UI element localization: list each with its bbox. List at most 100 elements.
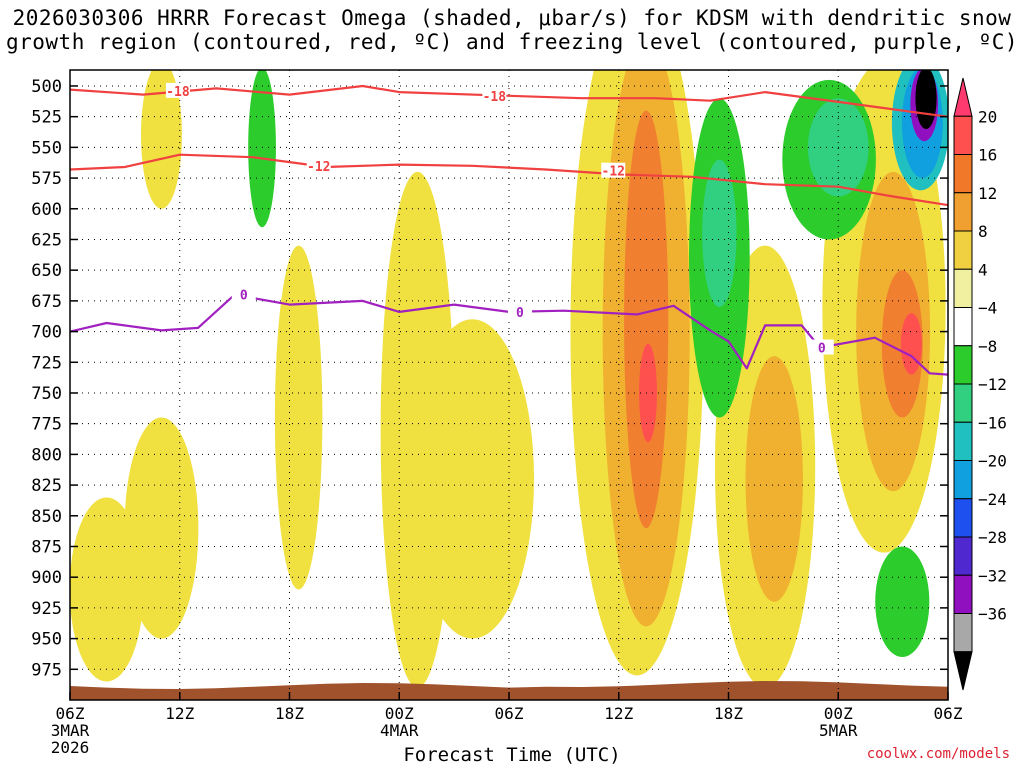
colorbar-label-4: 4 <box>978 260 988 279</box>
x-tick-label-36: 18Z <box>714 704 743 723</box>
contour-label-bg-6 <box>809 339 834 355</box>
y-tick-label-925: 925 <box>31 599 62 619</box>
colorbar-label-3: 8 <box>978 222 988 241</box>
y-tick-label-500: 500 <box>31 77 62 97</box>
colorbar-swatch-1 <box>953 115 973 155</box>
grid <box>70 70 948 700</box>
x-tick-label-6: 12Z <box>165 704 194 723</box>
colorbar-swatch-5 <box>953 268 973 308</box>
x-axis-label: Forecast Time (UTC) <box>403 744 621 766</box>
colorbar-label-0: 20 <box>978 107 997 126</box>
x-tick-label-0: 06Z <box>56 704 85 723</box>
colorbar-label-7: −12 <box>978 375 1007 394</box>
axes: 500 525 550 575 600 625 650 675 700 725 750 775 800 8… <box>31 69 963 757</box>
credit-text: coolwx.com/models <box>866 746 1010 762</box>
colorbar-label-8: −16 <box>978 413 1007 432</box>
y-tick-label-625: 625 <box>31 230 62 250</box>
omega-region-16 <box>248 70 276 228</box>
contour-label-5: 0 <box>516 306 524 321</box>
y-tick-label-875: 875 <box>31 537 62 557</box>
omega-region-3 <box>410 319 535 639</box>
y-tick-label-700: 700 <box>31 323 62 343</box>
omega-region-20 <box>702 159 737 308</box>
x-date-label-0: 3MAR <box>51 721 90 740</box>
omega-region-8 <box>124 417 199 639</box>
y-tick-label-900: 900 <box>31 568 62 588</box>
contour-labels: -18 -18 -12 -12 0 0 0 <box>165 82 834 357</box>
colorbar-label-13: −36 <box>978 605 1007 624</box>
contour-label-bg-1 <box>482 87 507 103</box>
y-tick-label-825: 825 <box>31 476 62 496</box>
y-tick-label-650: 650 <box>31 261 62 281</box>
colorbar-swatch-6 <box>953 307 973 347</box>
colorbar: 20 16 12 8 4 −4 −8 −12 −16 −20 −24 −28 −32 −36 <box>953 77 1007 691</box>
colorbar-label-1: 16 <box>978 146 997 165</box>
colorbar-label-11: −28 <box>978 528 1007 547</box>
contour-label-1: -18 <box>483 90 507 105</box>
y-tick-label-550: 550 <box>31 138 62 158</box>
colorbar-label-10: −24 <box>978 490 1007 509</box>
colorbar-swatch-11 <box>953 498 973 538</box>
colorbar-swatch-3 <box>953 192 973 232</box>
y-tick-label-950: 950 <box>31 630 62 650</box>
x-tick-label-12: 18Z <box>275 704 304 723</box>
contour-minus12 <box>70 153 948 207</box>
title-line-1: 2026030306 HRRR Forecast Omega (shaded, … <box>12 6 1012 30</box>
contour-label-bg-2 <box>306 157 331 173</box>
x-tick-label-18: 00Z <box>385 704 414 723</box>
colorbar-swatch-7 <box>953 345 973 385</box>
contour-label-bg-5 <box>507 303 532 319</box>
omega-region-1 <box>274 245 323 590</box>
omega-region-19 <box>875 546 930 658</box>
colorbar-bottom-arrow <box>953 651 973 691</box>
contour-label-6: 0 <box>818 342 826 357</box>
colorbar-swatch-12 <box>953 536 973 576</box>
title-line-2: growth region (contoured, red, ºC) and f… <box>5 30 1019 54</box>
colorbar-label-12: −32 <box>978 566 1007 585</box>
y-tick-label-975: 975 <box>31 660 62 680</box>
omega-region-25 <box>915 70 937 129</box>
y-tick-label-525: 525 <box>31 108 62 128</box>
y-tick-label-575: 575 <box>31 169 62 189</box>
x-date-label-18: 4MAR <box>380 721 419 740</box>
y-tick-label-600: 600 <box>31 200 62 220</box>
colorbar-swatch-4 <box>953 230 973 270</box>
colorbar-swatch-13 <box>953 574 973 614</box>
colorbar-swatch-8 <box>953 383 973 423</box>
contour-label-bg-0 <box>165 82 190 98</box>
y-tick-label-675: 675 <box>31 292 62 312</box>
contour-minus18 <box>70 84 948 118</box>
colorbar-label-9: −20 <box>978 452 1007 471</box>
y-tick-label-750: 750 <box>31 384 62 404</box>
omega-region-10 <box>745 356 803 602</box>
contour-freezing0 <box>70 293 948 376</box>
colorbar-swatch-10 <box>953 460 973 500</box>
x-tick-label-48: 06Z <box>934 704 963 723</box>
x-tick-label-30: 12Z <box>604 704 633 723</box>
chart-title: 2026030306 HRRR Forecast Omega (shaded, … <box>0 6 1024 54</box>
colorbar-top-arrow <box>953 77 973 117</box>
omega-region-14 <box>639 343 657 443</box>
contour-label-bg-3 <box>601 162 626 178</box>
x-year-label-0: 2026 <box>51 738 90 757</box>
omega-region-15 <box>900 313 923 375</box>
x-tick-label-24: 06Z <box>495 704 524 723</box>
x-date-label-42: 5MAR <box>819 721 858 740</box>
colorbar-label-5: −4 <box>978 299 997 318</box>
contour-label-2: -12 <box>307 160 330 175</box>
contour-label-3: -12 <box>602 165 625 180</box>
colorbar-swatch-14 <box>953 613 973 653</box>
omega-region-12 <box>624 110 669 529</box>
x-tick-label-42: 00Z <box>824 704 853 723</box>
contour-label-4: 0 <box>240 289 248 304</box>
contour-lines <box>70 84 948 376</box>
y-tick-label-725: 725 <box>31 353 62 373</box>
colorbar-label-6: −8 <box>978 337 997 356</box>
y-tick-label-775: 775 <box>31 415 62 435</box>
colorbar-swatch-2 <box>953 154 973 194</box>
contour-label-0: -18 <box>166 85 190 100</box>
colorbar-label-2: 12 <box>978 184 997 203</box>
contour-label-bg-4 <box>231 286 256 302</box>
colorbar-swatch-9 <box>953 421 973 461</box>
